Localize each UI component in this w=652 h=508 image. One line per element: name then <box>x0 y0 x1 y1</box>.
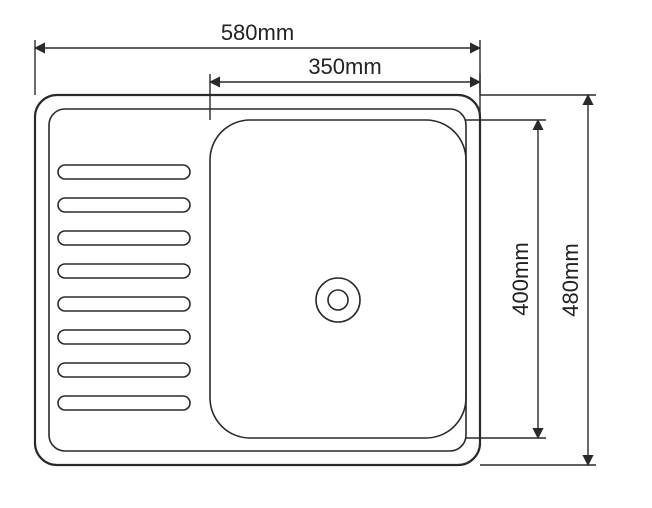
drainboard-ridge <box>58 231 190 245</box>
drainboard-ridge <box>58 165 190 179</box>
sink-rim <box>49 109 466 451</box>
drainboard-ridge <box>58 363 190 377</box>
dim-label: 350mm <box>308 54 381 79</box>
drainboard-ridge <box>58 297 190 311</box>
drain-inner <box>328 290 348 310</box>
dim-label: 580mm <box>221 20 294 45</box>
sink-bowl <box>210 120 466 438</box>
drainboard-ridge <box>58 396 190 410</box>
dim-label: 480mm <box>558 243 583 316</box>
drain-outer <box>316 278 360 322</box>
sink-dimension-diagram: 580mm 350mm 400mm 480mm <box>0 0 652 508</box>
dim-label: 400mm <box>508 242 533 315</box>
drainboard-ridge <box>58 264 190 278</box>
drainboard-ridge <box>58 198 190 212</box>
drainboard-ridge <box>58 330 190 344</box>
